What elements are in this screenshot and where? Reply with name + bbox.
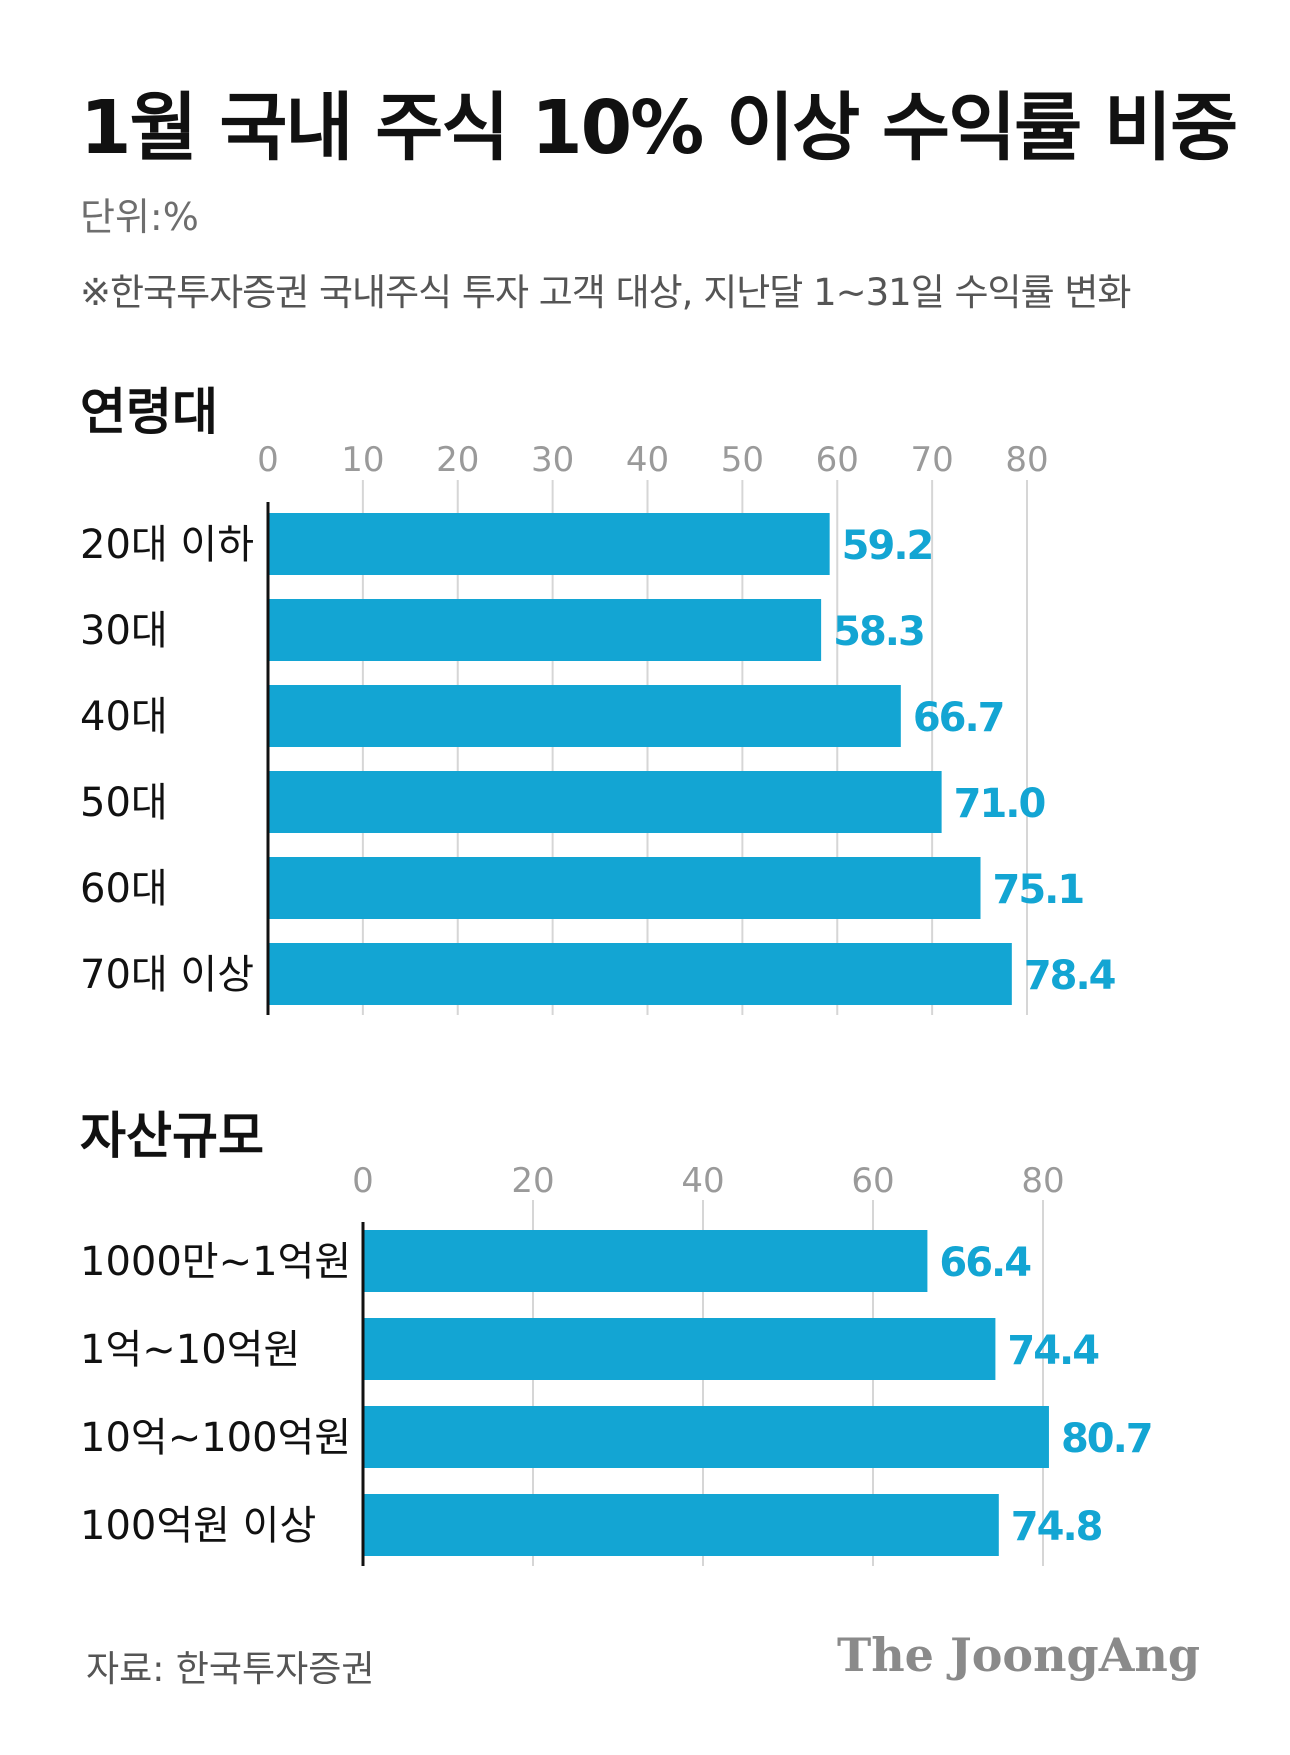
assets-category-label: 100억원 이상: [80, 1503, 316, 1549]
source-label: 자료: 한국투자증권: [86, 1649, 375, 1690]
age-category-label: 40대: [80, 694, 168, 740]
section-title-age: 연령대: [80, 383, 218, 441]
age-tick-label: 80: [1005, 440, 1048, 480]
age-category-label: 50대: [80, 780, 168, 826]
chart-title: 1월 국내 주식 10% 이상 수익률 비중: [80, 85, 1238, 171]
age-category-label: 30대: [80, 608, 168, 654]
age-tick-label: 60: [816, 440, 859, 480]
age-bar: [268, 943, 1012, 1005]
assets-category-label: 10억~100억원: [80, 1415, 351, 1461]
assets-bar: [363, 1230, 928, 1292]
age-tick-label: 20: [436, 440, 479, 480]
age-category-label: 20대 이하: [80, 522, 254, 568]
age-bar: [268, 685, 901, 747]
assets-value-label: 66.4: [939, 1240, 1030, 1286]
assets-bar: [363, 1406, 1049, 1468]
age-tick-label: 40: [626, 440, 669, 480]
age-bar-chart: 0 10 20 30 40 50 60 70 80 20대 이하 59.2 30대 58.3 40대 66.…: [80, 440, 1117, 1015]
age-bar: [268, 771, 942, 833]
age-bar: [268, 857, 981, 919]
assets-tick-label: 60: [851, 1161, 894, 1201]
age-value-label: 58.3: [833, 609, 924, 655]
assets-bar-chart: 0 20 40 60 80 1000만~1억원 66.4 1억~10억원 74.4 10억~100…: [80, 1161, 1154, 1566]
age-value-label: 59.2: [842, 523, 933, 569]
age-value-label: 71.0: [954, 781, 1045, 827]
assets-bar: [363, 1494, 999, 1556]
age-value-label: 75.1: [993, 867, 1084, 913]
age-tick-label: 0: [257, 440, 279, 480]
assets-value-label: 80.7: [1061, 1416, 1152, 1462]
age-category-label: 60대: [80, 866, 168, 912]
age-tick-label: 10: [341, 440, 384, 480]
brand-logo: The JoongAng: [837, 1628, 1200, 1682]
unit-label: 단위:%: [80, 195, 199, 239]
age-value-label: 66.7: [913, 695, 1004, 741]
section-title-assets: 자산규모: [80, 1107, 264, 1165]
assets-value-label: 74.8: [1011, 1504, 1102, 1550]
age-category-label: 70대 이상: [80, 952, 254, 998]
assets-category-label: 1억~10억원: [80, 1327, 300, 1373]
assets-bar: [363, 1318, 996, 1380]
age-tick-label: 70: [910, 440, 953, 480]
assets-category-label: 1000만~1억원: [80, 1239, 351, 1285]
age-bar: [268, 599, 822, 661]
footnote: ※한국투자증권 국내주식 투자 고객 대상, 지난달 1~31일 수익률 변화: [80, 271, 1131, 314]
age-value-label: 78.4: [1024, 953, 1115, 999]
age-tick-label: 30: [531, 440, 574, 480]
assets-tick-label: 40: [681, 1161, 724, 1201]
age-bar: [268, 513, 830, 575]
assets-tick-label: 20: [511, 1161, 554, 1201]
age-tick-label: 50: [721, 440, 764, 480]
assets-tick-label: 0: [352, 1161, 374, 1201]
assets-tick-label: 80: [1021, 1161, 1064, 1201]
assets-value-label: 74.4: [1007, 1328, 1098, 1374]
